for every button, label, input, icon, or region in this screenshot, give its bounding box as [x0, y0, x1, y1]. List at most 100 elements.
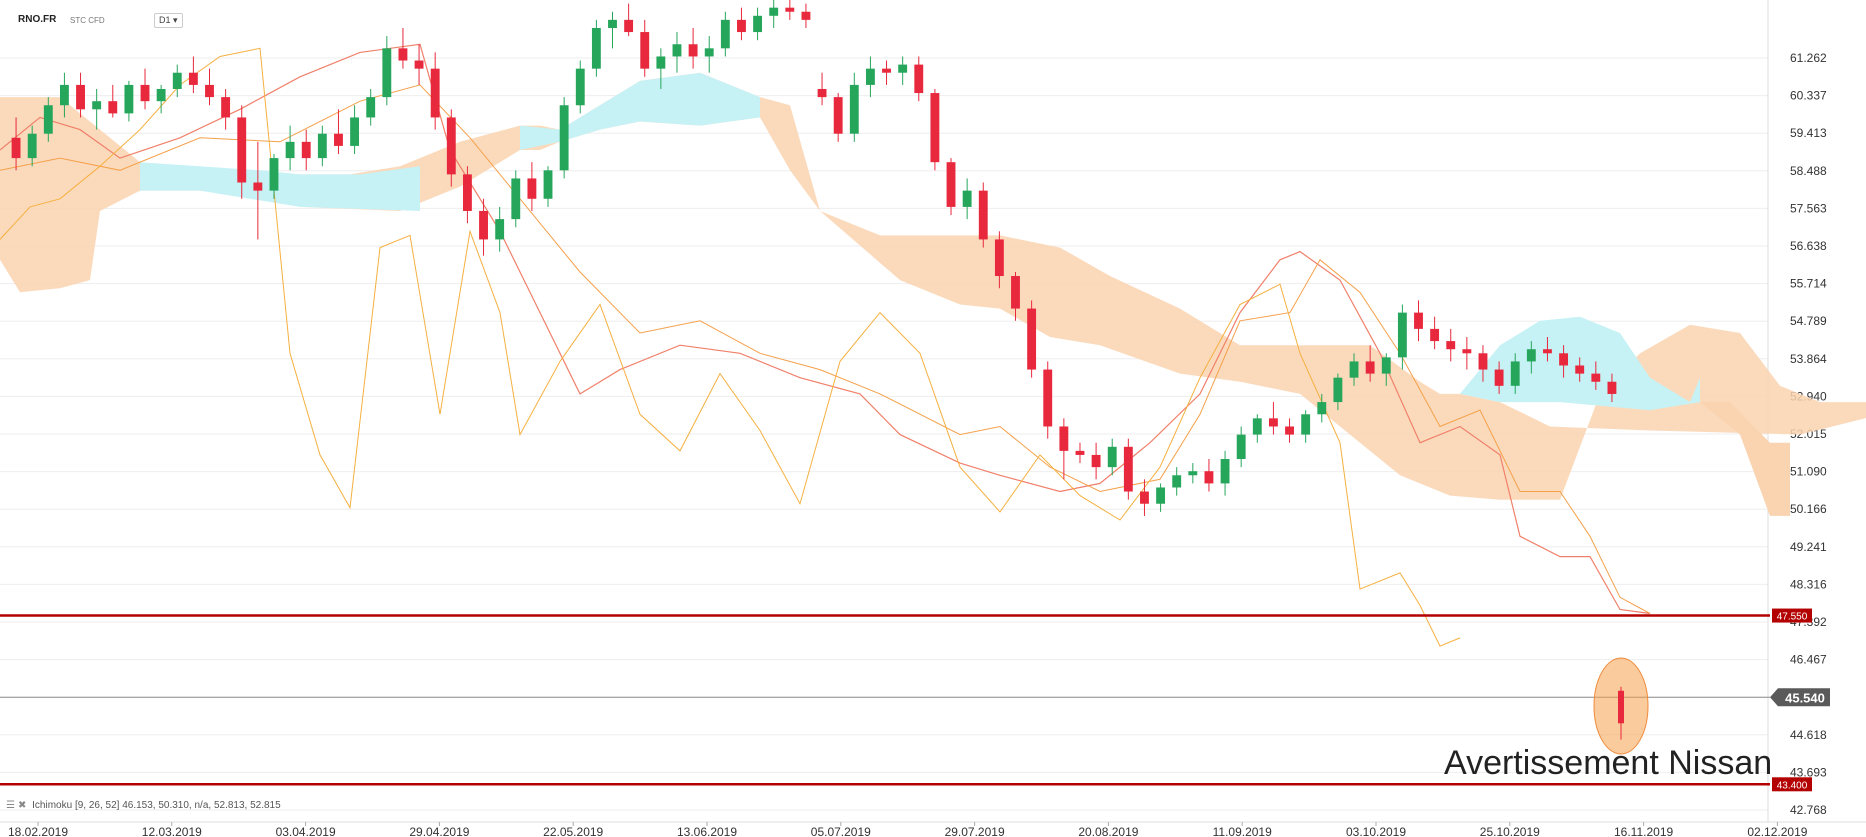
candle-body[interactable]	[1075, 450, 1085, 455]
candle-body[interactable]	[317, 133, 327, 159]
candle-body[interactable]	[1027, 308, 1037, 370]
candle-body[interactable]	[1559, 353, 1569, 366]
candle-body[interactable]	[108, 101, 118, 114]
candle-body[interactable]	[720, 19, 730, 49]
candle-body[interactable]	[994, 239, 1004, 277]
candle-body[interactable]	[462, 174, 472, 211]
candle-body[interactable]	[1285, 426, 1294, 435]
candle-body[interactable]	[124, 84, 134, 114]
candle-body[interactable]	[591, 27, 601, 69]
candle-body[interactable]	[1414, 312, 1423, 329]
candle-body[interactable]	[527, 178, 537, 199]
candle-body[interactable]	[495, 219, 505, 240]
candle-body[interactable]	[978, 190, 988, 240]
candle-body[interactable]	[1333, 377, 1343, 403]
candle-body[interactable]	[608, 19, 617, 28]
candle-body[interactable]	[1365, 361, 1375, 374]
candle-body[interactable]	[188, 72, 198, 85]
candle-body[interactable]	[849, 84, 859, 134]
candle-body[interactable]	[1543, 349, 1552, 354]
candle-body[interactable]	[1011, 276, 1020, 309]
candle-body[interactable]	[11, 137, 21, 159]
candle-body[interactable]	[156, 88, 166, 102]
candle-body[interactable]	[1301, 414, 1311, 435]
candle-body[interactable]	[1510, 361, 1520, 386]
candle-body[interactable]	[511, 178, 521, 220]
candle-body[interactable]	[640, 32, 650, 69]
candle-body[interactable]	[575, 68, 585, 106]
candle-body[interactable]	[559, 105, 569, 171]
candle-body[interactable]	[1252, 418, 1262, 435]
candle-body[interactable]	[414, 60, 424, 69]
candle-body[interactable]	[43, 105, 53, 134]
candle-body[interactable]	[221, 97, 231, 118]
candle-body[interactable]	[446, 117, 456, 175]
candle-body[interactable]	[1381, 357, 1391, 374]
candle-body[interactable]	[92, 101, 102, 110]
candle-body[interactable]	[946, 162, 956, 207]
candle-body[interactable]	[962, 190, 972, 207]
candle-body[interactable]	[1204, 471, 1214, 484]
candle-body[interactable]	[1156, 487, 1166, 504]
candle-body[interactable]	[76, 84, 85, 110]
candle-body[interactable]	[914, 64, 924, 94]
candle-body[interactable]	[785, 7, 795, 12]
candle-body[interactable]	[688, 44, 698, 57]
candle-body[interactable]	[817, 88, 827, 98]
candle-body[interactable]	[1575, 365, 1585, 374]
candle-body[interactable]	[285, 141, 295, 159]
candle-body[interactable]	[1107, 446, 1117, 468]
settings-icon[interactable]: ☰	[6, 800, 15, 811]
candle-body[interactable]	[479, 210, 488, 240]
timeframe-dropdown[interactable]: D1 ▾	[154, 13, 183, 28]
candle-body[interactable]	[1446, 341, 1456, 350]
candle-body[interactable]	[1236, 434, 1246, 460]
candle-body[interactable]	[253, 182, 263, 191]
candle-body[interactable]	[1268, 418, 1278, 427]
candle-body[interactable]	[140, 84, 150, 102]
candle-body[interactable]	[1317, 402, 1327, 415]
candle-body[interactable]	[1494, 369, 1504, 386]
candle-body[interactable]	[1607, 381, 1617, 394]
candle-body[interactable]	[1059, 426, 1069, 451]
candle-body[interactable]	[1478, 353, 1488, 370]
candle-body[interactable]	[1618, 690, 1624, 724]
candle-body[interactable]	[350, 117, 360, 146]
candle-body[interactable]	[1526, 349, 1536, 362]
candle-body[interactable]	[543, 170, 553, 199]
candle-body[interactable]	[1091, 454, 1101, 468]
candle-body[interactable]	[1430, 328, 1440, 342]
candle-body[interactable]	[301, 141, 311, 159]
candle-body[interactable]	[801, 11, 811, 20]
candle-body[interactable]	[205, 84, 214, 98]
candle-body[interactable]	[1140, 491, 1149, 504]
candle-body[interactable]	[1043, 369, 1053, 427]
candle-body[interactable]	[1462, 349, 1472, 354]
candle-body[interactable]	[704, 48, 714, 57]
candle-body[interactable]	[366, 97, 376, 118]
candle-body[interactable]	[672, 44, 682, 57]
candle-body[interactable]	[930, 93, 940, 163]
candle-body[interactable]	[898, 64, 908, 73]
candle-body[interactable]	[1397, 312, 1407, 358]
candle-body[interactable]	[334, 133, 343, 146]
candle-body[interactable]	[382, 48, 392, 98]
candle-body[interactable]	[769, 7, 779, 16]
candle-body[interactable]	[430, 68, 440, 118]
candle-body[interactable]	[1123, 446, 1133, 492]
candle-body[interactable]	[269, 158, 279, 191]
candle-body[interactable]	[1172, 475, 1182, 488]
candle-body[interactable]	[237, 117, 247, 183]
candle-body[interactable]	[27, 133, 37, 159]
candle-body[interactable]	[753, 15, 763, 33]
candle-body[interactable]	[1220, 459, 1230, 484]
candle-body[interactable]	[737, 19, 746, 33]
close-icon[interactable]: ✖	[17, 800, 27, 811]
candle-body[interactable]	[656, 56, 666, 69]
candle-body[interactable]	[398, 48, 408, 61]
candle-body[interactable]	[833, 97, 843, 134]
candle-body[interactable]	[1349, 361, 1359, 378]
candle-body[interactable]	[865, 68, 875, 85]
candle-body[interactable]	[624, 19, 634, 33]
